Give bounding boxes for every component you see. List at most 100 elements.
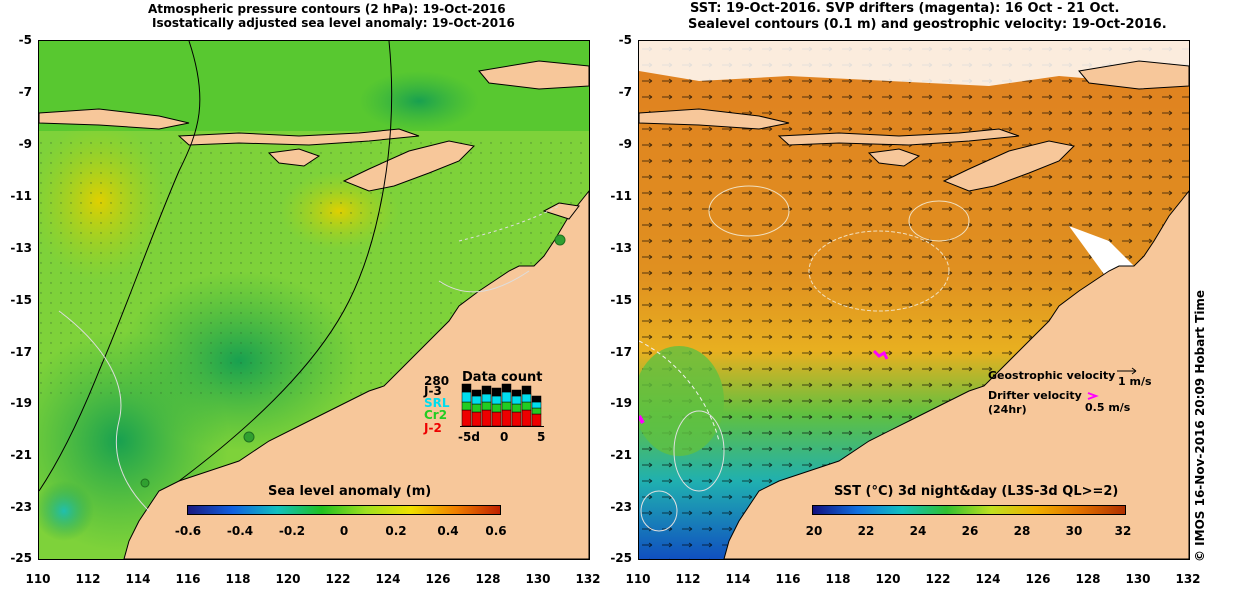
island-sumba xyxy=(267,148,321,167)
lon-tick: 116 xyxy=(175,572,201,586)
island-timor xyxy=(342,140,476,192)
series-label-srl: SRL xyxy=(424,396,450,410)
pressure-contour xyxy=(39,41,201,492)
lon-tick: 132 xyxy=(575,572,601,586)
lon-tick: 112 xyxy=(75,572,101,586)
sst-colorbar-tick: 32 xyxy=(1114,524,1132,538)
data-count-inset: Data count 280 J-3 SRL Cr2 J-2 -5d 0 5 xyxy=(420,370,550,450)
sla-colorbar-title: Sea level anomaly (m) xyxy=(268,484,432,499)
data-count-axis-tick: -5d xyxy=(458,430,480,444)
sst-colorbar-title: SST (°C) 3d night&day (L3S-3d QL>=2) xyxy=(834,484,1119,499)
drifter-velocity-value: 0.5 m/s xyxy=(1085,401,1131,414)
lon-tick: 128 xyxy=(475,572,501,586)
sst-colorbar-tick: 28 xyxy=(1013,524,1031,538)
lat-tick: -13 xyxy=(610,241,632,255)
geo-velocity-label: Geostrophic velocity xyxy=(988,369,1116,382)
lat-tick: -17 xyxy=(10,345,32,359)
lon-tick: 120 xyxy=(275,572,301,586)
sla-colorbar-tick: -0.4 xyxy=(226,524,254,538)
island-java-chain xyxy=(39,108,190,130)
lat-tick: -15 xyxy=(610,293,632,307)
left-title-1: Atmospheric pressure contours (2 hPa): 1… xyxy=(148,2,506,16)
sst-map-graphic xyxy=(639,41,1189,559)
island-flores-chain xyxy=(177,128,420,146)
australia-land xyxy=(123,190,589,559)
data-count-title: Data count xyxy=(462,370,543,385)
lon-tick: 118 xyxy=(825,572,851,586)
lon-tick: 124 xyxy=(375,572,401,586)
drifter-velocity-arrow-icon xyxy=(1087,392,1099,400)
drifter-track xyxy=(872,349,889,360)
series-label-j2: J-2 xyxy=(424,421,442,435)
right-title-2: Sealevel contours (0.1 m) and geostrophi… xyxy=(688,17,1167,32)
series-label-j3: J-3 xyxy=(424,384,442,398)
lon-tick: 122 xyxy=(925,572,951,586)
lat-tick: -5 xyxy=(18,33,32,47)
left-title-2: Isostatically adjusted sea level anomaly… xyxy=(152,16,515,30)
lat-tick: -23 xyxy=(10,500,32,514)
lon-tick: 118 xyxy=(225,572,251,586)
sla-colorbar xyxy=(187,505,501,515)
lon-tick: 132 xyxy=(1175,572,1201,586)
lon-tick: 130 xyxy=(1125,572,1151,586)
lat-tick: -11 xyxy=(610,189,632,203)
lon-tick: 128 xyxy=(1075,572,1101,586)
drifter-velocity-label: Drifter velocity xyxy=(988,389,1082,402)
lon-tick: 126 xyxy=(425,572,451,586)
lon-tick: 126 xyxy=(1025,572,1051,586)
lon-tick: 110 xyxy=(25,572,51,586)
lon-tick: 110 xyxy=(625,572,651,586)
lon-tick: 130 xyxy=(525,572,551,586)
credit-text: © IMOS 16-Nov-2016 20:09 Hobart Time xyxy=(1193,289,1207,562)
sst-map xyxy=(638,40,1190,560)
pressure-contour xyxy=(178,41,393,482)
sst-colorbar-tick: 22 xyxy=(857,524,875,538)
lon-tick: 112 xyxy=(675,572,701,586)
data-count-bars xyxy=(460,383,544,427)
lon-tick: 124 xyxy=(975,572,1001,586)
lon-tick: 120 xyxy=(875,572,901,586)
lat-tick: -17 xyxy=(610,345,632,359)
lat-tick: -25 xyxy=(10,551,32,565)
sla-colorbar-tick: 0.6 xyxy=(485,524,507,538)
lon-tick: 122 xyxy=(325,572,351,586)
geo-velocity-arrow-icon xyxy=(1117,367,1137,375)
drifter-track xyxy=(639,415,645,424)
geo-velocity-value: 1 m/s xyxy=(1118,375,1152,388)
data-count-axis-tick: 0 xyxy=(500,430,509,444)
sst-colorbar-tick: 24 xyxy=(909,524,927,538)
island-flores-chain xyxy=(777,128,1020,146)
lat-tick: -11 xyxy=(10,189,32,203)
lat-tick: -9 xyxy=(618,137,632,151)
sla-colorbar-tick: 0.4 xyxy=(437,524,459,538)
series-label-cr2: Cr2 xyxy=(424,408,448,422)
lat-tick: -15 xyxy=(10,293,32,307)
sla-map xyxy=(38,40,590,560)
lat-tick: -13 xyxy=(10,241,32,255)
right-title-1: SST: 19-Oct-2016. SVP drifters (magenta)… xyxy=(690,1,1120,16)
sla-map-graphic xyxy=(39,41,589,559)
data-count-axis-tick: 5 xyxy=(537,430,546,444)
drifter-velocity-sub: (24hr) xyxy=(988,403,1027,416)
lat-tick: -7 xyxy=(618,85,632,99)
island-java-chain xyxy=(639,108,790,130)
lon-tick: 116 xyxy=(775,572,801,586)
sst-colorbar xyxy=(812,505,1126,515)
lat-tick: -23 xyxy=(610,500,632,514)
lat-tick: -19 xyxy=(610,396,632,410)
sla-colorbar-tick: -0.6 xyxy=(174,524,202,538)
lat-tick: -19 xyxy=(10,396,32,410)
lat-tick: -21 xyxy=(610,448,632,462)
sla-colorbar-tick: 0.2 xyxy=(385,524,407,538)
lon-tick: 114 xyxy=(725,572,751,586)
island-timor xyxy=(942,140,1076,192)
sst-colorbar-tick: 26 xyxy=(961,524,979,538)
lat-tick: -7 xyxy=(18,85,32,99)
sst-colorbar-tick: 20 xyxy=(805,524,823,538)
lat-tick: -9 xyxy=(18,137,32,151)
lat-tick: -21 xyxy=(10,448,32,462)
sla-colorbar-tick: 0 xyxy=(339,524,349,538)
lat-tick: -5 xyxy=(618,33,632,47)
australia-land xyxy=(723,190,1189,559)
data-count-max: 280 xyxy=(424,374,450,388)
